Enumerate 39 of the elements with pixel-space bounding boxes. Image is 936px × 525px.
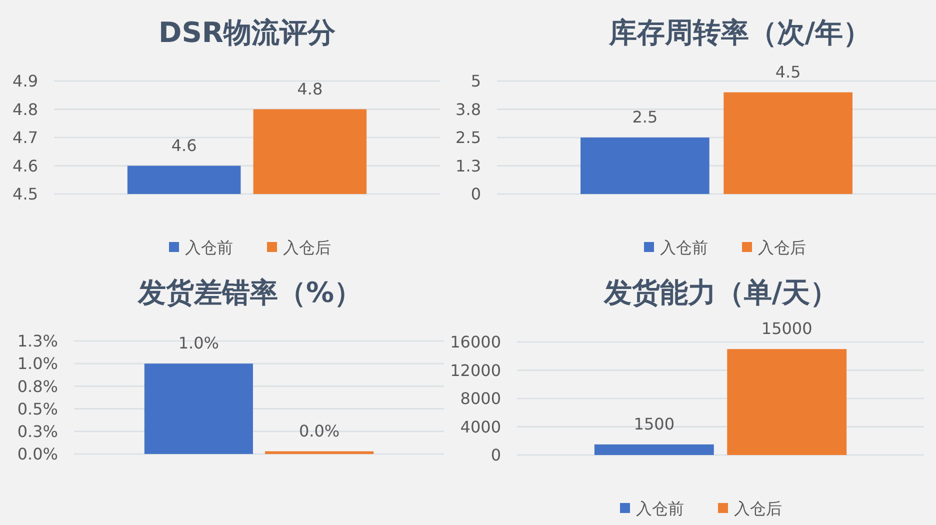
y-tick-label: 0.8%	[17, 376, 58, 396]
y-tick-label: 0	[490, 446, 501, 465]
y-tick-label: 2.5	[456, 128, 481, 148]
y-tick-label: 4.5	[12, 184, 38, 204]
chart-title: 库存周转率（次/年）	[608, 16, 872, 49]
chart-title: 发货能力（单/天）	[602, 276, 838, 309]
legend-label: 入仓后	[758, 238, 806, 257]
data-label: 1.0%	[178, 334, 220, 353]
y-tick-label: 5	[470, 72, 481, 91]
y-tick-label: 12000	[450, 360, 501, 380]
legend-label: 入仓前	[636, 499, 684, 518]
y-tick-label: 4.6	[12, 156, 38, 176]
chart-title: 发货差错率（%）	[136, 276, 362, 309]
y-tick-label: 8000	[460, 389, 501, 408]
y-tick-label: 4.9	[12, 72, 38, 91]
chart-title: DSR物流评分	[158, 16, 336, 49]
y-tick-label: 3.8	[456, 100, 481, 119]
y-tick-label: 0.0%	[17, 444, 58, 464]
y-tick-label: 0	[470, 184, 481, 204]
data-label: 2.5	[632, 108, 658, 126]
legend-label: 入仓后	[283, 238, 331, 257]
data-label: 4.5	[775, 62, 801, 82]
y-tick-label: 4.8	[12, 100, 38, 119]
y-tick-label: 0.5%	[17, 399, 58, 418]
y-tick-label: 16000	[450, 332, 501, 352]
y-tick-label: 0.3%	[17, 422, 58, 441]
data-label: 1500	[634, 414, 675, 434]
y-tick-label: 1.3	[456, 156, 481, 176]
y-tick-label: 1.3%	[17, 332, 58, 351]
data-label: 4.8	[297, 79, 323, 98]
y-tick-label: 1.0%	[17, 354, 58, 374]
legend-label: 入仓前	[660, 238, 708, 257]
data-label: 4.6	[171, 136, 197, 155]
y-tick-label: 4000	[460, 417, 501, 436]
y-tick-label: 4.7	[12, 128, 38, 148]
data-label: 0.0%	[298, 421, 340, 440]
legend-label: 入仓前	[185, 238, 233, 257]
data-label: 15000	[761, 319, 812, 338]
legend-label: 入仓后	[734, 499, 782, 518]
